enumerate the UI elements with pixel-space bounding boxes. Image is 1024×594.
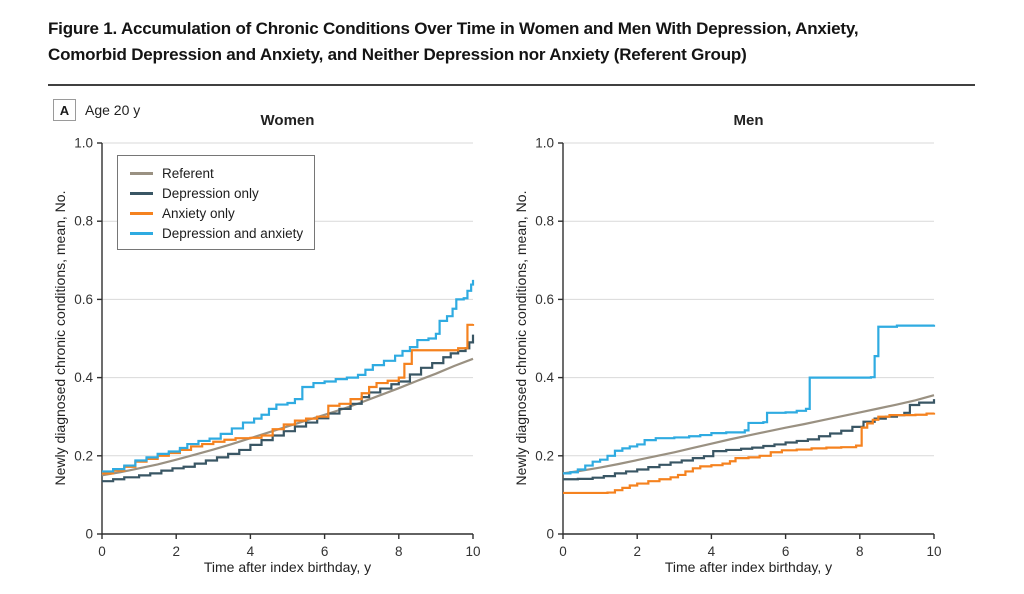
y-tick-label: 0.6 — [74, 292, 93, 307]
y-tick-label: 0.6 — [535, 292, 554, 307]
x-tick-label: 6 — [782, 544, 790, 559]
legend-swatch-depression-only — [130, 191, 153, 195]
x-tick-label: 10 — [926, 544, 941, 559]
legend-item-anxiety-only: Anxiety only — [130, 203, 306, 223]
y-tick-label: 1.0 — [535, 136, 554, 151]
x-tick-label: 8 — [856, 544, 864, 559]
y-tick-label: 0.4 — [74, 370, 93, 385]
panel-caption: Age 20 y — [85, 102, 141, 118]
series-line-referent — [101, 357, 474, 477]
legend: Referent Depression only Anxiety only Depre… — [117, 155, 315, 250]
x-axis-title-women: Time after index birthday, y — [203, 559, 372, 575]
figure-title-line1: Figure 1. Accumulation of Chronic Condit… — [48, 19, 859, 38]
series-line-depression-only — [102, 334, 475, 483]
series-line-depression-and-anxiety — [102, 279, 475, 473]
x-tick-label: 2 — [633, 544, 641, 559]
legend-item-depression-and-anxiety: Depression and anxiety — [130, 223, 306, 243]
chart-men-svg: 0 0.2 0.4 0.6 0.8 1.0 0 2 4 6 8 10 — [535, 136, 941, 560]
legend-swatch-referent — [130, 171, 153, 175]
x-tick-label: 10 — [465, 544, 480, 559]
panel-label: A — [59, 102, 70, 118]
series-line-anxiety-only — [102, 323, 475, 475]
chart-women-svg: 0 0.2 0.4 0.6 0.8 1.0 0 2 4 6 8 10 — [74, 136, 480, 560]
legend-swatch-anxiety-only — [130, 211, 153, 215]
x-tick-label: 8 — [395, 544, 403, 559]
y-tick-label: 0.4 — [535, 370, 554, 385]
y-tick-label: 0.2 — [535, 448, 554, 463]
y-tick-label: 0 — [85, 527, 93, 542]
x-tick-label: 0 — [98, 544, 106, 559]
series-line-referent — [562, 394, 935, 475]
y-tick-label: 1.0 — [74, 136, 93, 151]
y-tick-label: 0 — [546, 527, 554, 542]
chart-title-men: Men — [733, 112, 764, 129]
x-tick-label: 6 — [321, 544, 329, 559]
series-line-anxiety-only — [563, 412, 936, 495]
legend-label: Depression and anxiety — [162, 225, 304, 241]
figure-title-line2: Comorbid Depression and Anxiety, and Nei… — [48, 45, 747, 64]
panel-label-badge: A — [53, 99, 76, 121]
legend-label: Referent — [162, 165, 214, 181]
series-line-depression-and-anxiety — [563, 324, 936, 475]
x-axis-title-men: Time after index birthday, y — [664, 559, 833, 575]
figure-title: Figure 1. Accumulation of Chronic Condit… — [48, 16, 978, 68]
y-tick-label: 0.8 — [535, 214, 554, 229]
x-tick-label: 2 — [172, 544, 180, 559]
series-line-depression-only — [563, 399, 936, 481]
y-tick-label: 0.8 — [74, 214, 93, 229]
chart-women: 0 0.2 0.4 0.6 0.8 1.0 0 2 4 6 8 10 — [40, 105, 500, 590]
title-divider — [48, 84, 975, 86]
legend-item-depression-only: Depression only — [130, 183, 306, 203]
x-tick-label: 0 — [559, 544, 567, 559]
legend-item-referent: Referent — [130, 163, 306, 183]
x-tick-label: 4 — [247, 544, 255, 559]
chart-men: 0 0.2 0.4 0.6 0.8 1.0 0 2 4 6 8 10 — [501, 105, 961, 590]
chart-title-women: Women — [260, 112, 315, 129]
y-tick-label: 0.2 — [74, 448, 93, 463]
legend-label: Anxiety only — [162, 205, 235, 221]
legend-label: Depression only — [162, 185, 259, 201]
legend-swatch-depression-and-anxiety — [130, 231, 153, 235]
x-tick-label: 4 — [708, 544, 716, 559]
